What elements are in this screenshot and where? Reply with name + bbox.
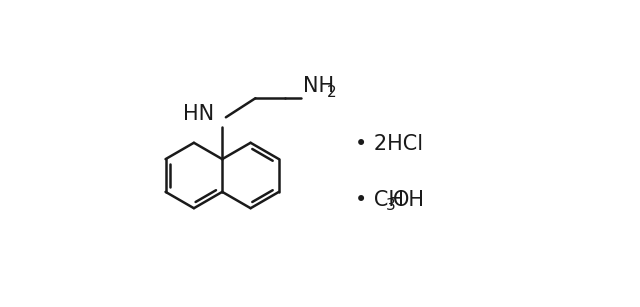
Text: 3: 3 xyxy=(386,198,396,213)
Text: OH: OH xyxy=(392,191,424,211)
Text: HN: HN xyxy=(183,104,214,124)
Text: NH: NH xyxy=(303,76,334,96)
Text: 2: 2 xyxy=(327,85,337,100)
Text: • 2HCl: • 2HCl xyxy=(355,134,424,154)
Text: • CH: • CH xyxy=(355,191,404,211)
